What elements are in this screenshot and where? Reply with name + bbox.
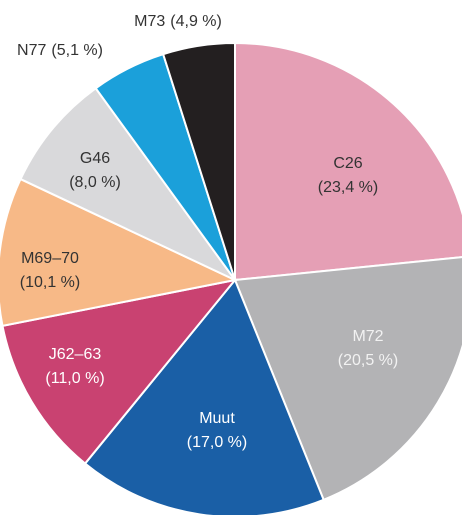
category-label: C26 [333, 155, 362, 172]
category-label: M73 [134, 13, 165, 30]
slice-label: M69–70 (10,1 %) [20, 250, 80, 291]
pie-slice [234, 41, 462, 282]
pie-slice [233, 256, 462, 502]
value-label: (20,5 %) [338, 352, 398, 369]
pie-slice [0, 177, 239, 328]
pie-slice [161, 41, 236, 281]
value-label: (8,0 %) [69, 174, 121, 191]
slice-label: Muut (17,0 %) [187, 410, 247, 451]
slice-label: M72 (20,5 %) [338, 328, 398, 369]
slice-label: C26 (23,4 %) [318, 155, 378, 196]
category-label: G46 [80, 150, 110, 167]
slice-label: G46 (8,0 %) [69, 150, 121, 191]
slice-label: M73 (4,9 %) [134, 13, 222, 30]
pie-slice [1, 278, 238, 465]
category-label: J62–63 [49, 346, 102, 363]
category-label: Muut [199, 410, 235, 427]
category-label: M72 [352, 328, 383, 345]
slice-label: J62–63 (11,0 %) [45, 346, 104, 387]
category-label: N77 [17, 42, 46, 59]
value-label: (5,1 %) [51, 42, 103, 59]
value-label: (23,4 %) [318, 179, 378, 196]
category-label: M69–70 [21, 250, 79, 267]
value-label: (11,0 %) [45, 370, 104, 387]
pie-slice [19, 86, 236, 281]
value-label: (4,9 %) [170, 13, 222, 30]
slice-label: N77 (5,1 %) [17, 42, 103, 59]
pie-slice [83, 278, 325, 515]
value-label: (17,0 %) [187, 434, 247, 451]
value-label: (10,1 %) [20, 274, 80, 291]
